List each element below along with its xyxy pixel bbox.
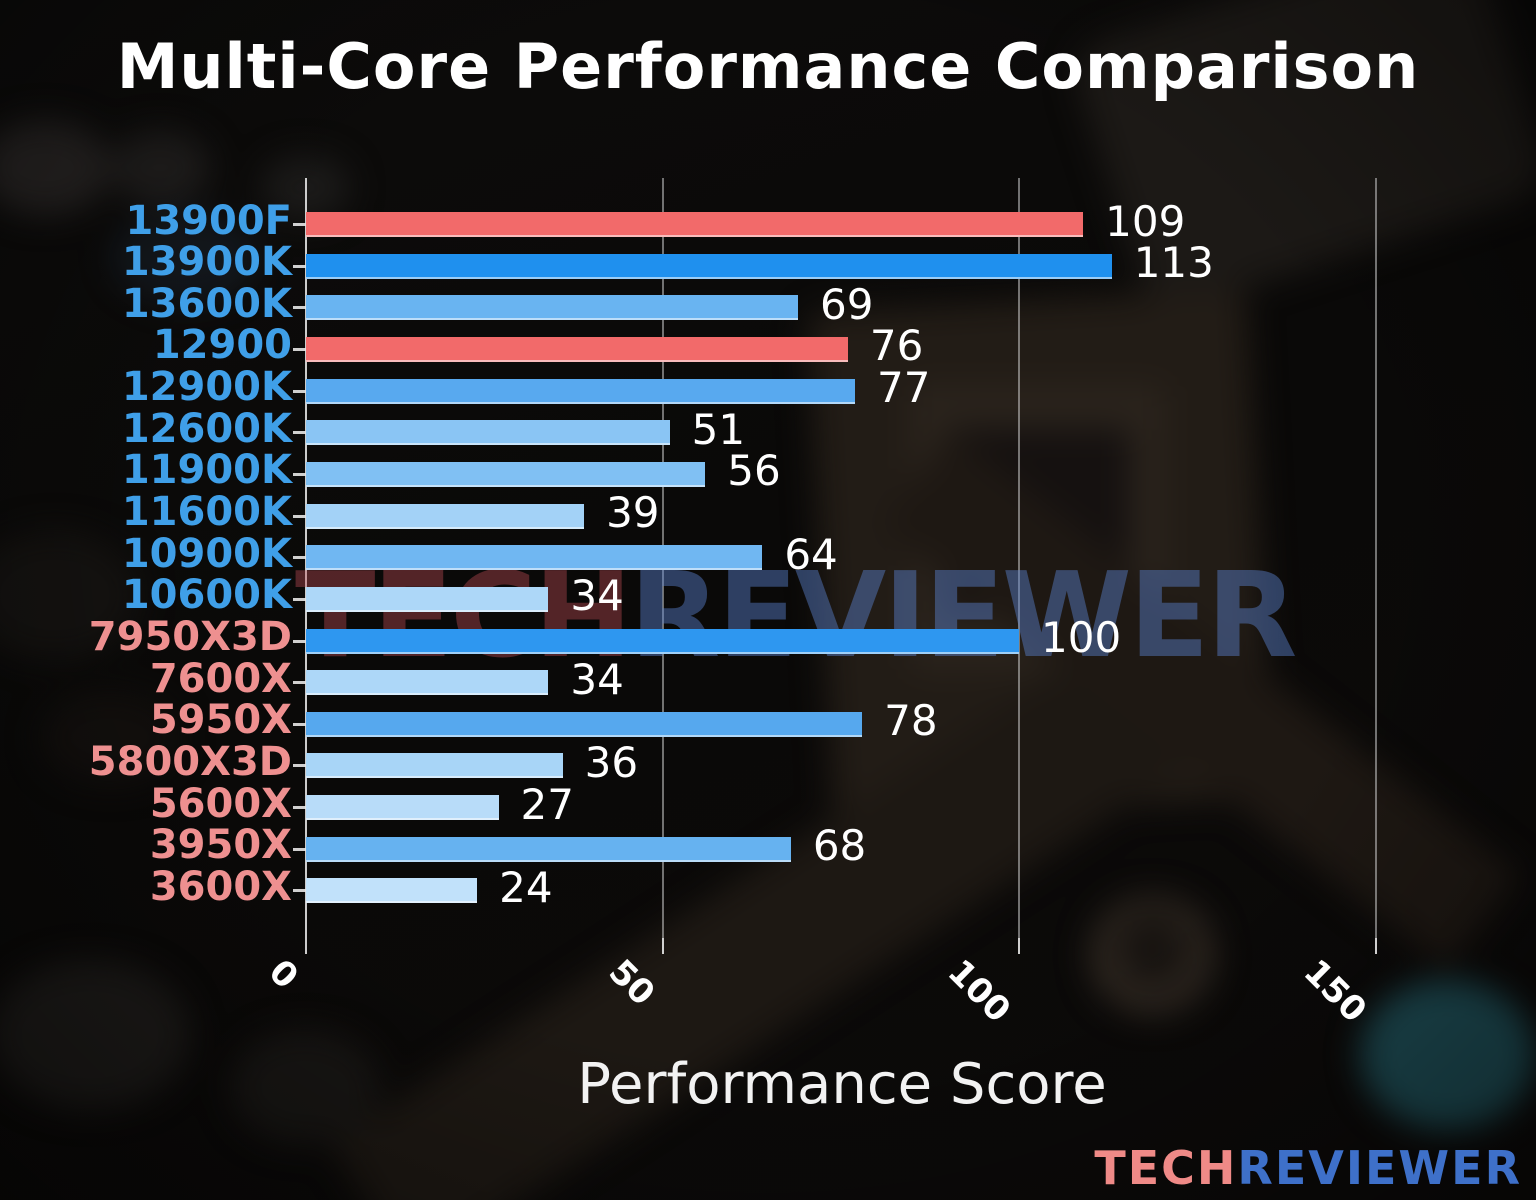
gridline-150 bbox=[1374, 178, 1377, 938]
screw-shape bbox=[1090, 895, 1215, 1015]
bar-value-11900K: 56 bbox=[727, 446, 781, 496]
y-label-5800X3D: 5800X3D bbox=[88, 738, 292, 785]
bar-10600K bbox=[306, 586, 549, 612]
y-label-5600X: 5600X bbox=[149, 780, 292, 827]
y-tick-11600K bbox=[293, 514, 306, 518]
y-label-13900K: 13900K bbox=[121, 239, 292, 286]
bar-12900K bbox=[306, 378, 855, 404]
y-label-12900K: 12900K bbox=[121, 364, 292, 411]
bar-value-5950X: 78 bbox=[884, 696, 938, 746]
x-axis-label: Performance Score bbox=[577, 1052, 1107, 1117]
x-tick-50 bbox=[661, 938, 664, 954]
y-tick-5800X3D bbox=[293, 764, 306, 768]
y-tick-13600K bbox=[293, 306, 306, 310]
bar-5800X3D bbox=[306, 753, 563, 779]
y-label-12900: 12900 bbox=[152, 322, 292, 369]
bar-value-3950X: 68 bbox=[812, 821, 867, 871]
background-bokeh-shape bbox=[40, 690, 180, 785]
y-label-11900K: 11900K bbox=[121, 447, 292, 494]
y-tick-12900 bbox=[293, 347, 306, 351]
bar-7950X3D bbox=[306, 628, 1019, 654]
bar-13900K bbox=[306, 253, 1112, 279]
bar-value-13900F: 109 bbox=[1105, 196, 1186, 246]
bar-12900 bbox=[306, 336, 848, 362]
y-tick-13900F bbox=[293, 223, 306, 226]
y-tick-5950X bbox=[293, 722, 306, 726]
bar-12600K bbox=[306, 420, 670, 446]
y-label-7600X: 7600X bbox=[149, 655, 292, 702]
y-tick-13900K bbox=[293, 264, 306, 268]
y-tick-11900K bbox=[293, 472, 306, 476]
bar-3950X bbox=[306, 836, 791, 862]
bar-10900K bbox=[306, 545, 763, 571]
bar-value-3600X: 24 bbox=[499, 862, 553, 912]
background-bokeh-shape bbox=[230, 1030, 380, 1145]
bar-5600X bbox=[306, 795, 499, 821]
techreviewer-logo: TECHREVIEWER bbox=[1094, 1141, 1522, 1195]
y-label-7950X3D: 7950X3D bbox=[88, 614, 292, 660]
bar-value-12900K: 77 bbox=[877, 363, 931, 413]
y-label-10600K: 10600K bbox=[121, 572, 292, 619]
background-bokeh-shape bbox=[0, 960, 190, 1110]
bar-value-13600K: 69 bbox=[819, 279, 874, 329]
y-label-13900F: 13900F bbox=[125, 197, 292, 244]
bar-value-10600K: 34 bbox=[570, 571, 624, 621]
bar-value-7950X3D: 100 bbox=[1041, 613, 1122, 662]
background-teal-bokeh bbox=[1360, 980, 1535, 1130]
x-tick-100 bbox=[1018, 938, 1020, 954]
y-tick-10600K bbox=[293, 597, 306, 601]
bar-value-5600X: 27 bbox=[520, 779, 574, 829]
x-tick-150 bbox=[1374, 938, 1377, 954]
bar-13900F bbox=[306, 212, 1084, 237]
bar-5950X bbox=[306, 711, 863, 737]
bar-value-11600K: 39 bbox=[606, 488, 660, 538]
y-tick-3950X bbox=[293, 847, 306, 851]
bar-11600K bbox=[306, 503, 585, 529]
bar-13600K bbox=[306, 295, 798, 321]
logo-tech: TECH bbox=[1094, 1141, 1238, 1195]
y-tick-5600X bbox=[293, 806, 306, 810]
background-bokeh-shape bbox=[0, 120, 110, 215]
bar-11900K bbox=[306, 461, 706, 487]
chart-title: Multi-Core Performance Comparison bbox=[116, 30, 1420, 103]
bar-3600X bbox=[306, 878, 478, 904]
bar-value-10900K: 64 bbox=[784, 529, 838, 579]
background-bokeh-shape bbox=[110, 210, 260, 305]
y-label-13600K: 13600K bbox=[121, 280, 292, 327]
y-label-3950X: 3950X bbox=[149, 822, 292, 869]
bar-value-13900K: 113 bbox=[1133, 238, 1214, 288]
background-bokeh-shape bbox=[0, 530, 140, 660]
logo-reviewer: REVIEWER bbox=[1237, 1141, 1522, 1195]
bar-value-12600K: 51 bbox=[691, 404, 746, 454]
bar-7600X bbox=[306, 670, 549, 696]
bar-value-7600X: 34 bbox=[570, 654, 624, 704]
y-label-11600K: 11600K bbox=[121, 489, 292, 536]
y-tick-7600X bbox=[293, 681, 306, 685]
y-tick-3600X bbox=[293, 889, 306, 893]
bar-value-5800X3D: 36 bbox=[584, 737, 639, 787]
y-tick-12900K bbox=[293, 389, 306, 393]
gridline-100 bbox=[1018, 178, 1020, 938]
y-label-10900K: 10900K bbox=[121, 530, 292, 577]
y-label-12600K: 12600K bbox=[121, 405, 292, 452]
y-label-5950X: 5950X bbox=[149, 697, 292, 744]
y-tick-7950X3D bbox=[293, 639, 306, 643]
bar-value-12900: 76 bbox=[869, 321, 924, 371]
y-label-3600X: 3600X bbox=[149, 863, 292, 910]
y-tick-12600K bbox=[293, 431, 306, 435]
y-tick-10900K bbox=[293, 556, 306, 560]
background-bokeh-shape bbox=[110, 130, 210, 205]
